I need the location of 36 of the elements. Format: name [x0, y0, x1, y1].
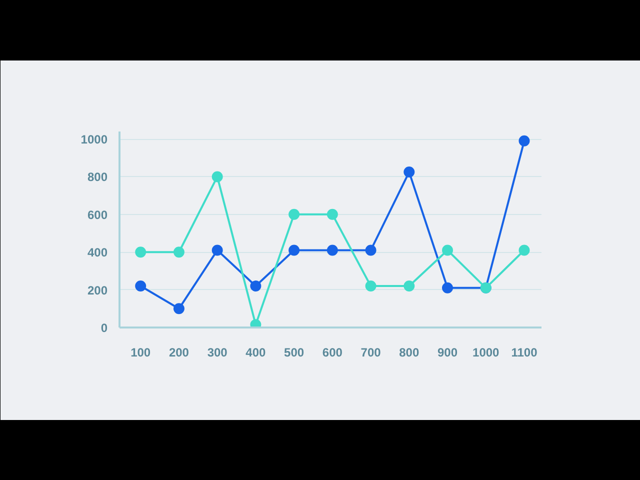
y-tick-label: 400 [87, 246, 108, 260]
point [442, 282, 454, 294]
point [212, 244, 223, 256]
point [326, 208, 338, 220]
point [135, 280, 146, 292]
x-tick-label: 500 [284, 346, 304, 360]
x-tick-label: 700 [360, 346, 382, 360]
x-tick-label: 1100 [511, 346, 538, 360]
x-tick-label: 800 [399, 346, 420, 360]
x-tick-label: 100 [130, 346, 151, 360]
point [518, 244, 530, 256]
point [404, 280, 415, 292]
point [173, 246, 184, 258]
point [365, 244, 376, 256]
x-tick-label: 600 [322, 346, 343, 360]
x-tick-label: 1000 [472, 346, 500, 360]
point [135, 246, 146, 258]
point [326, 244, 338, 256]
x-tick-label: 400 [246, 346, 266, 360]
point [250, 280, 262, 292]
x-tick-label: 900 [438, 346, 458, 360]
point [442, 244, 454, 256]
point [288, 244, 300, 256]
y-tick-label: 1000 [80, 132, 108, 147]
point [173, 303, 184, 314]
y-tick-label: 600 [87, 208, 108, 222]
x-tick-label: 300 [207, 346, 228, 360]
y-tick-label: 200 [87, 283, 108, 298]
point [404, 166, 415, 178]
point [365, 280, 376, 292]
y-tick-label: 800 [87, 170, 108, 184]
point [518, 135, 530, 146]
x-tick-label: 200 [168, 346, 190, 360]
point [288, 208, 300, 220]
point [212, 171, 223, 182]
y-tick-label: 0 [100, 321, 108, 335]
